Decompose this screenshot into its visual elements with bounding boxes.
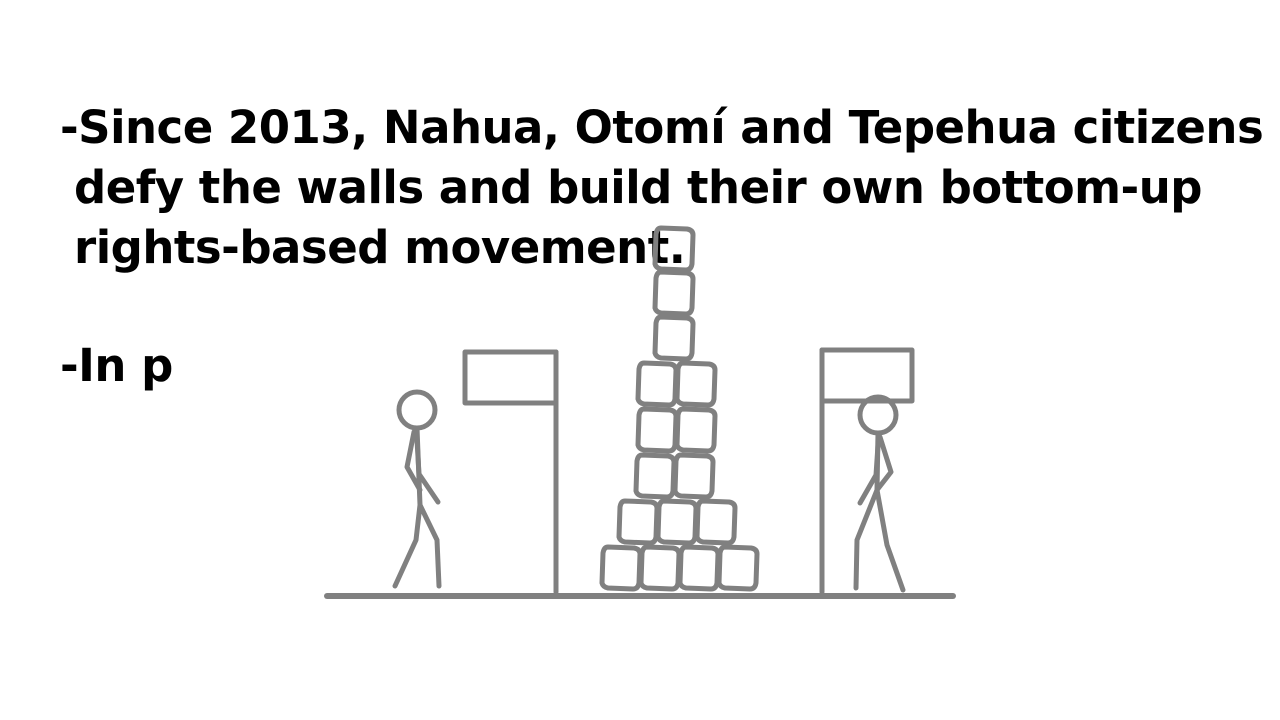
stick-figure-right — [853, 394, 906, 593]
tower-block — [635, 406, 679, 454]
tower-block — [674, 360, 718, 408]
bullet-1-line-2: defy the walls and build their own botto… — [74, 161, 1202, 214]
wall-right — [819, 347, 915, 595]
tower-block — [716, 544, 760, 592]
tower-block — [633, 452, 677, 500]
stick-figure-left — [392, 389, 442, 589]
tower-block — [674, 406, 718, 454]
tower-block — [694, 498, 738, 546]
tower-block — [652, 314, 696, 362]
bullet-2-line-1: -In p — [60, 339, 173, 392]
tower-block — [652, 225, 696, 273]
block-tower — [599, 225, 760, 592]
tower-block — [635, 360, 679, 408]
tower-block — [599, 544, 643, 592]
tower-block — [616, 498, 660, 546]
slide-text: -Since 2013, Nahua, Otomí and Tepehua ci… — [60, 98, 1264, 396]
tower-block — [652, 269, 696, 317]
tower-block — [638, 544, 682, 592]
tower-block — [672, 452, 716, 500]
bullet-1-line-3: rights-based movement. — [74, 221, 686, 274]
bullet-1-line-1: -Since 2013, Nahua, Otomí and Tepehua ci… — [60, 101, 1264, 154]
tower-block — [677, 544, 721, 592]
tower-block — [655, 498, 699, 546]
wall-left — [462, 349, 559, 595]
